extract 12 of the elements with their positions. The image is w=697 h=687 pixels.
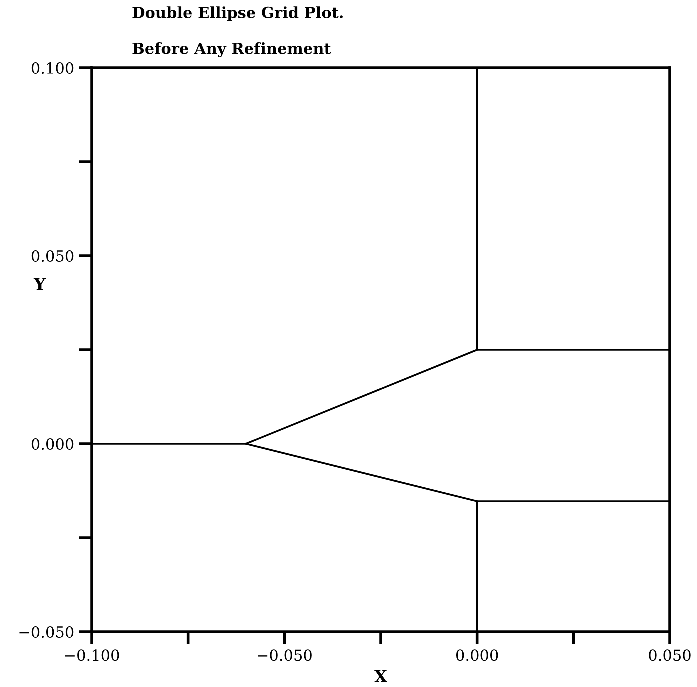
- chart-subtitle: Before Any Refinement: [132, 42, 332, 58]
- y-tick-label: −0.050: [20, 626, 74, 638]
- x-axis-title: X: [374, 670, 388, 682]
- x-tick-label: 0.000: [456, 650, 498, 662]
- y-tick-label: 0.050: [32, 250, 74, 262]
- y-tick-label: 0.000: [32, 438, 74, 450]
- y-tick-label: 0.100: [32, 62, 74, 74]
- y-axis-title: Y: [34, 278, 46, 290]
- x-tick-label: −0.050: [258, 650, 312, 662]
- x-tick-label: −0.100: [65, 650, 120, 662]
- chart-title: Double Ellipse Grid Plot.: [132, 6, 343, 22]
- x-tick-label: 0.050: [649, 650, 691, 662]
